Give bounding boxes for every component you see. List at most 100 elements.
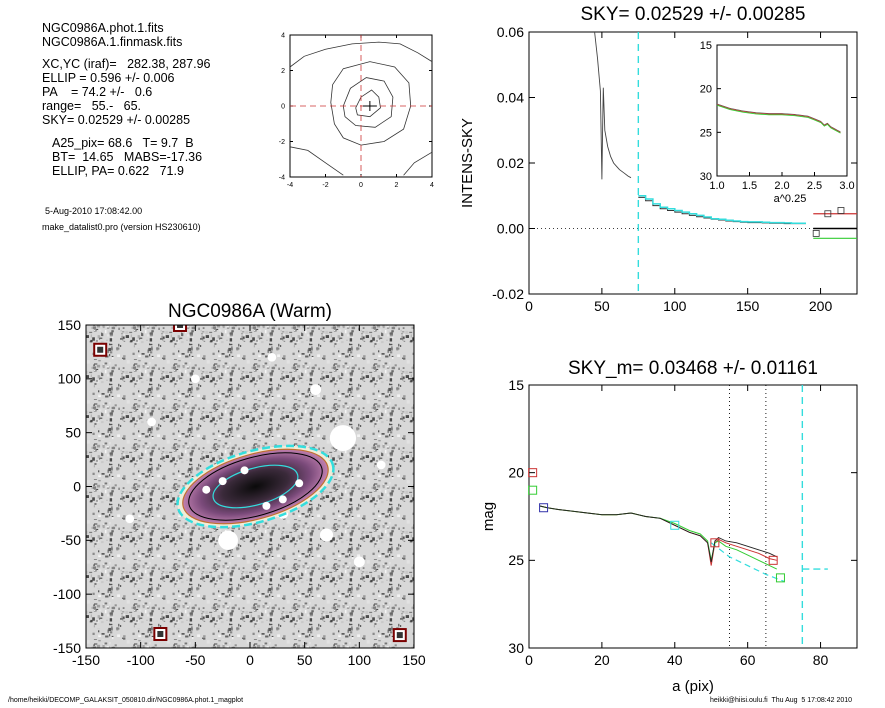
masked-blob (310, 384, 322, 395)
image-area (86, 325, 414, 648)
mag-profile-line (539, 505, 777, 563)
mag-ytick-label: 15 (508, 377, 524, 393)
mag-green-square (775, 573, 785, 583)
image-title: NGC0986A (Warm) (168, 301, 332, 322)
contour-line (355, 89, 381, 118)
image-xtick-label: 100 (348, 652, 372, 668)
image-xtick-label: 0 (246, 652, 254, 668)
galaxy-mask-spot (202, 485, 211, 494)
inset-ytick-label: 15 (700, 40, 712, 52)
sky-xtick-label: 100 (663, 298, 687, 314)
galaxy-image-plot: -150 -100 -50 0 50 100 150 -150 -100 -50 0 50 100 150… (53, 301, 426, 668)
image-ytick-label: 50 (65, 425, 81, 441)
info-filename: NGC0986A.phot.1.fits (42, 21, 164, 35)
sky-square-marker (824, 210, 832, 218)
image-ytick-label: -50 (61, 532, 81, 548)
sky-profile-line (594, 32, 632, 180)
masked-blob (190, 374, 200, 384)
sky-ytick-label: 0.04 (497, 89, 524, 105)
mag-xtick-label: 20 (594, 652, 610, 668)
mag-xtick-label: 40 (667, 652, 683, 668)
mag-ytick-label: 30 (508, 640, 524, 656)
masked-blob (353, 556, 365, 568)
inset-frame (716, 44, 848, 177)
sky-xtick-label: 200 (809, 298, 833, 314)
image-xtick-label: -150 (72, 652, 100, 668)
image-ytick-label: 150 (58, 317, 82, 333)
galaxy-mask-spot (262, 501, 271, 510)
masked-star-core (97, 346, 104, 353)
contour-ytick-label: 0 (281, 103, 285, 110)
contour-line (289, 146, 344, 176)
masked-blob (319, 528, 334, 542)
inset-xtick-label: 1.0 (709, 180, 724, 192)
contour-line (289, 41, 433, 68)
sky-square-marker (812, 230, 820, 237)
sky-xtick-label: 0 (525, 298, 533, 314)
info-date: 5-Aug-2010 17:08:42.00 (45, 206, 143, 216)
info-ellip-pa: ELLIP, PA= 0.622 71.9 (52, 164, 184, 178)
sky-xtick-label: 150 (736, 298, 760, 314)
galaxy-mask-spot (240, 466, 249, 475)
info-pa: PA = 74.2 +/- 0.6 (42, 85, 153, 99)
info-sky: SKY= 0.02529 +/- 0.00285 (42, 113, 191, 127)
mag-title: SKY_m= 0.03468 +/- 0.01161 (568, 358, 818, 379)
galaxy-inner-ellipse (212, 464, 299, 509)
sky-steps-cyan (638, 195, 806, 225)
contour-ytick-label: -2 (279, 139, 285, 146)
sky-ytick-label: -0.02 (492, 286, 524, 302)
contour-line (330, 61, 412, 146)
sky-xtick-label: 50 (594, 298, 610, 314)
info-a25: A25_pix= 68.6 T= 9.7 B (52, 136, 194, 150)
contour-ytick-label: 4 (281, 32, 285, 39)
contour-xtick-label: 4 (430, 182, 434, 189)
galaxy-mask-spot (278, 495, 287, 504)
contour-xtick-label: -2 (322, 182, 328, 189)
sky-ytick-label: 0.06 (497, 24, 524, 40)
sky-plot-area (529, 32, 857, 294)
image-xtick-label: -50 (185, 652, 205, 668)
inset-xtick-label: 2.0 (774, 180, 789, 192)
galaxy-a25-ellipse (188, 452, 323, 521)
sky-square-marker (837, 207, 845, 214)
info-center: XC,YC (iraf)= 282.38, 287.96 (42, 57, 211, 71)
footer-path: /home/heikki/DECOMP_GALAKSIT_050810.dir/… (8, 697, 244, 704)
inset-xtick-label: 3.0 (839, 180, 854, 192)
masked-blob (125, 514, 135, 524)
inset-dark-line (716, 103, 841, 132)
contour-plot: -4 -2 0 2 4 -4 -2 0 2 4 (279, 32, 434, 189)
masked-blob (147, 417, 156, 427)
sky-ytick-label: 0.02 (497, 155, 524, 171)
image-ytick-label: -150 (53, 640, 81, 656)
masked-blob (376, 460, 386, 470)
galaxy-group (176, 444, 335, 529)
info-maskname: NGC0986A.1.finmask.fits (42, 35, 183, 49)
magnitude-profile-plot: 0 20 40 60 80 15 20 25 30 SKY_m= 0.03468 +/- 0.01… (480, 358, 858, 695)
sky-title: SKY= 0.02529 +/- 0.00285 (580, 4, 805, 25)
contour-line (342, 77, 394, 128)
mag-xtick-label: 0 (525, 652, 533, 668)
contour-xtick-label: 0 (359, 182, 363, 189)
mag-profile-line (539, 505, 777, 566)
mag-ytick-label: 25 (508, 552, 524, 568)
inset-xlabel: a^0.25 (774, 193, 807, 205)
mag-xtick-label: 80 (813, 652, 829, 668)
image-ytick-label: -100 (53, 586, 81, 602)
contour-xtick-label: -4 (287, 182, 293, 189)
masked-star-core (396, 632, 403, 639)
masked-blob (218, 530, 238, 551)
masked-blob (329, 425, 357, 451)
image-ytick-label: 100 (58, 371, 82, 387)
galaxy-mask-spot (295, 479, 304, 488)
image-xtick-label: 150 (402, 652, 426, 668)
inset-xtick-label: 1.5 (742, 180, 757, 192)
contour-line (403, 151, 433, 176)
sky-ytick-label: 0.00 (497, 220, 524, 236)
mag-blue-square (539, 503, 549, 513)
masked-blob (267, 352, 277, 362)
mag-red-square (528, 468, 538, 478)
info-version: make_datalist0.pro (version HS230610) (42, 222, 201, 232)
info-bt: BT= 14.65 MABS=-17.36 (52, 150, 203, 164)
image-ytick-label: 0 (73, 478, 81, 494)
